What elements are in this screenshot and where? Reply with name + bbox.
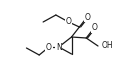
- Text: OH: OH: [101, 41, 113, 50]
- Text: O: O: [46, 43, 52, 52]
- Text: O: O: [90, 23, 96, 32]
- Text: O: O: [84, 13, 89, 22]
- Text: O: O: [65, 17, 71, 26]
- Text: N: N: [55, 43, 61, 52]
